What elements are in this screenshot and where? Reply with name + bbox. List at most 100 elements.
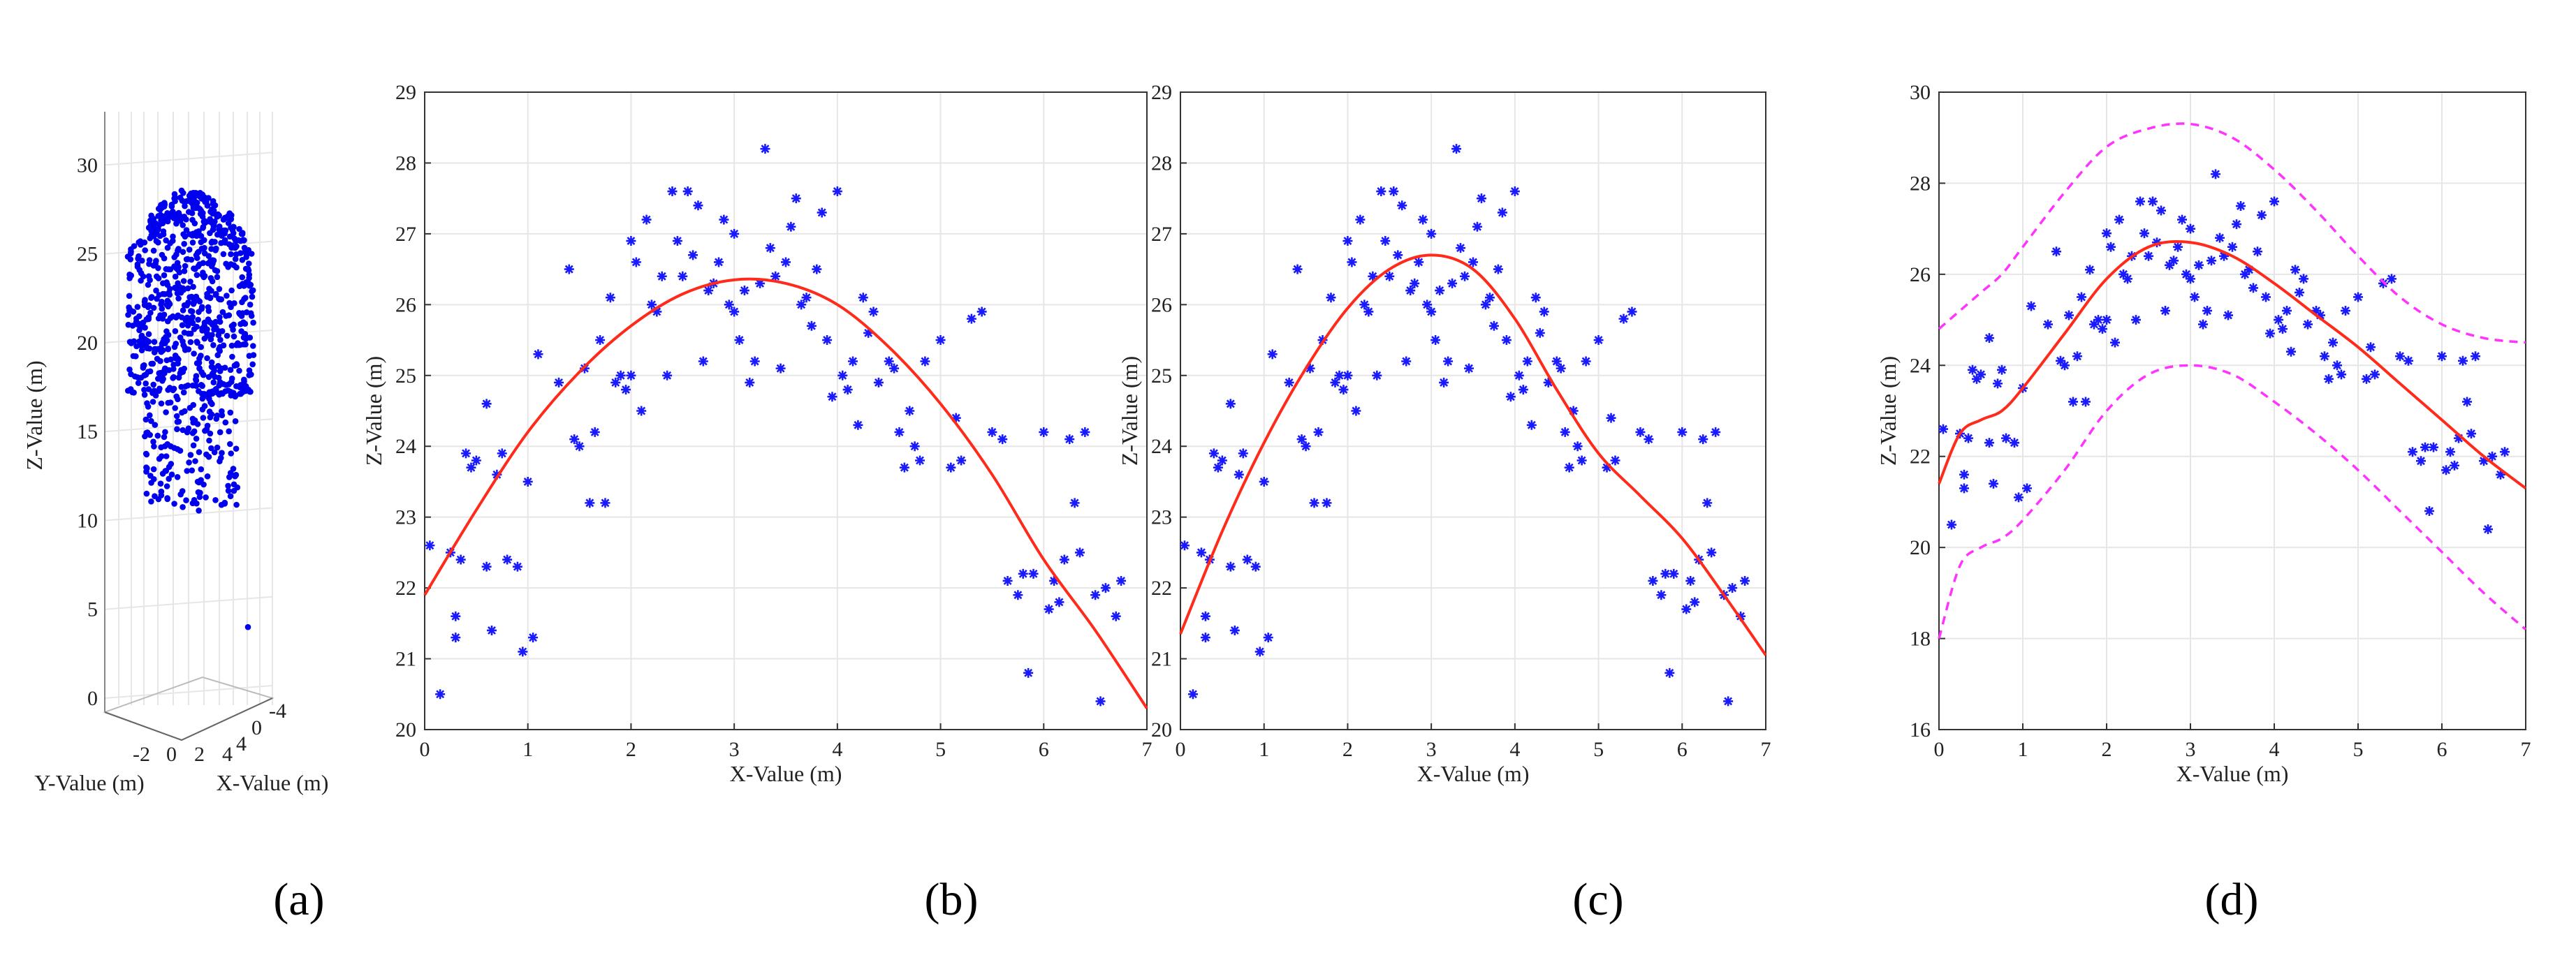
c-point-82 [1539,306,1549,317]
a-point-669 [148,295,154,302]
b-point-65 [781,257,791,267]
b-point-91 [920,356,930,367]
a-point-203 [192,458,198,464]
a-point-446 [163,334,169,340]
a-point-828 [161,370,168,376]
a-point-811 [206,395,212,402]
b-x-tick-label-4: 4 [832,738,842,761]
c-point-9 [1225,561,1236,572]
a-point-9 [211,449,218,456]
b-point-68 [796,300,807,310]
c-point-50 [1410,278,1420,288]
d-point-98 [2395,351,2405,362]
a-point-242 [150,381,156,388]
d-point-114 [2479,456,2489,466]
a-point-556 [223,260,229,267]
d-y-tick-label-7: 30 [1910,81,1931,104]
a-point-401 [202,427,208,434]
c-point-101 [1656,590,1667,600]
a-point-754 [128,371,134,378]
b-point-105 [1039,427,1049,437]
c-point-15 [1250,561,1261,572]
a-point-814 [177,289,184,296]
a-point-704 [146,302,152,309]
d-point-57 [2194,260,2204,270]
c-point-81 [1535,327,1545,338]
c-point-25 [1309,498,1319,508]
b-point-118 [1116,575,1127,586]
a-point-725 [187,315,194,322]
c-point-60 [1447,278,1458,288]
c-point-88 [1568,406,1579,416]
a-point-260 [155,376,161,382]
a-point-592 [207,414,214,421]
b-point-13 [497,448,507,459]
c-point-29 [1326,293,1336,303]
d-point-99 [2403,355,2413,366]
a-z-tick-label-0: 0 [87,687,98,710]
b-y-tick-label-4: 24 [395,435,416,458]
a-point-371 [192,266,198,272]
a-point-859 [142,336,148,342]
a-point-840 [200,225,206,231]
a-point-850 [214,352,221,358]
a-point-46 [216,286,223,293]
a-point-130 [204,355,210,362]
a-point-578 [193,436,200,442]
b-point-94 [951,413,961,423]
a-point-784 [162,213,168,219]
b-point-41 [662,370,673,381]
c-point-0 [1179,540,1190,551]
c-point-99 [1644,434,1654,445]
d-point-94 [2366,342,2376,353]
b-point-20 [554,377,564,387]
b-point-1 [435,689,446,700]
a-point-891 [239,389,246,396]
a-point-822 [239,274,246,281]
c-panel-label: (c) [1572,874,1623,925]
b-point-11 [481,399,492,409]
c-point-107 [1685,575,1696,586]
b-point-89 [909,441,920,452]
a-point-672 [144,465,150,471]
a-point-710 [227,470,234,476]
d-point-25 [2068,397,2078,407]
a-point-795 [143,316,150,323]
d-point-46 [2152,237,2162,248]
a-point-472 [217,368,224,374]
c-point-1 [1187,689,1198,700]
a-point-653 [205,316,212,323]
a-point-459 [230,327,236,333]
a-point-785 [158,444,164,450]
c-point-115 [1723,696,1734,707]
d-point-42 [2135,196,2145,207]
d-point-20 [2043,319,2053,330]
a-point-378 [145,369,152,375]
a-point-638 [174,474,181,480]
c-point-74 [1505,392,1516,402]
b-x-tick-label-6: 6 [1039,738,1049,761]
a-point-724 [222,419,229,426]
a-point-266 [207,230,213,237]
d-point-1 [1947,519,1956,530]
a-point-215 [168,471,175,478]
a-point-740 [189,232,196,239]
a-point-818 [163,302,170,308]
b-point-42 [667,186,678,197]
d-point-73 [2261,292,2271,302]
a-point-212 [162,429,168,436]
c-point-58 [1439,377,1449,387]
c-point-100 [1648,575,1658,586]
c-point-113 [1711,427,1721,437]
a-point-627 [149,399,156,405]
b-fit-line [423,277,1148,709]
c-point-111 [1702,498,1713,508]
c-point-12 [1234,469,1244,480]
a-point-587 [142,325,148,331]
d-point-117 [2496,469,2505,480]
a-point-735 [228,450,235,457]
a-point-742 [205,308,212,314]
a-point-293 [161,272,168,279]
d-point-38 [2118,269,2128,279]
